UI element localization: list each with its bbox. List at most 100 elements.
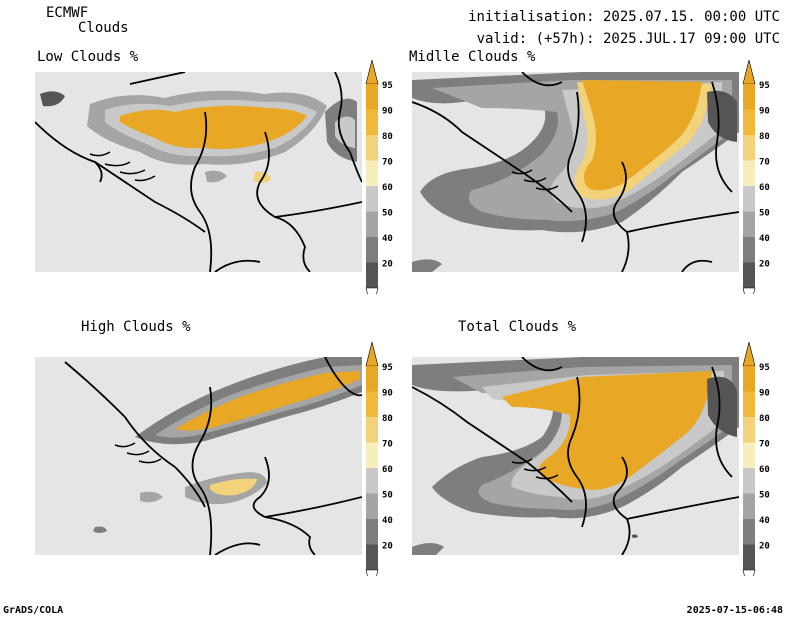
legend-color-box [743,160,755,186]
borders-middle [412,72,739,272]
legend-color-box [366,135,378,161]
legend-color-box [366,417,378,443]
legend-color-box [366,544,378,570]
legend-color-box [743,544,755,570]
map-total-clouds [412,357,739,555]
legend-bottom-arrow [742,569,756,576]
legend-color-box [366,84,378,110]
legend-color-box [743,211,755,237]
legend-level-label: 60 [759,183,770,193]
legend-level-label: 20 [382,260,393,270]
legend-level-label: 20 [382,542,393,552]
legend-level-label: 90 [759,107,770,117]
legend-level-label: 70 [759,440,770,450]
legend-color-box [743,262,755,288]
legend-color-box [366,366,378,392]
legend-level-label: 50 [382,209,393,219]
legend-bottom-arrow [365,569,379,576]
legend-color-box [743,366,755,392]
legend-color-box [366,237,378,263]
panel-title-high: High Clouds % [81,319,191,335]
legend-level-label: 90 [382,389,393,399]
legend-level-label: 40 [759,234,770,244]
initialisation-time: initialisation: 2025.07.15. 00:00 UTC [468,9,780,25]
legend-level-label: 70 [382,440,393,450]
cloud-field-high [93,357,362,533]
legend-color-box [743,186,755,212]
legend-color-box [743,135,755,161]
footer-software-credit: GrADS/COLA [3,605,64,616]
legend-color-box [743,417,755,443]
legend-color-box [366,468,378,494]
model-name: ECMWF [46,5,89,21]
legend-level-label: 95 [382,81,393,91]
coastline-islands-middle [511,169,559,191]
legend-color-box [743,84,755,110]
panel-title-low: Low Clouds % [37,49,139,65]
legend-low-clouds: 95 90 80 70 60 50 40 20 [365,59,393,294]
legend-level-label: 95 [759,81,770,91]
borders-total [412,357,739,555]
legend-level-label: 90 [759,389,770,399]
legend-bottom-arrow [742,287,756,294]
borders-high [64,357,362,555]
legend-level-label: 40 [382,234,393,244]
product-name: Clouds [78,20,129,36]
legend-level-label: 40 [759,516,770,526]
legend-top-arrow [365,59,379,85]
legend-level-label: 50 [759,209,770,219]
map-middle-clouds [412,72,739,272]
legend-color-box [366,262,378,288]
legend-level-label: 20 [759,542,770,552]
header-times: initialisation: 2025.07.15. 00:00 UTC va… [468,6,780,50]
legend-color-box [366,493,378,519]
legend-color-box [743,468,755,494]
borders-low [35,72,362,272]
legend-level-label: 80 [759,132,770,142]
valid-time: valid: (+57h): 2025.JUL.17 09:00 UTC [476,31,780,47]
legend-color-box [366,186,378,212]
legend-bottom-arrow [365,287,379,294]
legend-color-box [743,237,755,263]
coastline-islands-total [511,458,559,480]
legend-top-arrow [742,341,756,367]
legend-level-label: 50 [759,491,770,501]
footer-timestamp: 2025-07-15-06:48 [686,605,783,616]
coastline-islands-low [89,151,156,182]
legend-color-box [366,442,378,468]
legend-color-box [366,109,378,135]
legend-color-box [743,493,755,519]
legend-middle-clouds: 95 90 80 70 60 50 40 20 [742,59,770,294]
cloud-field-total [412,357,739,555]
legend-level-label: 60 [759,465,770,475]
panel-title-middle: Midlle Clouds % [409,49,536,65]
legend-level-label: 80 [759,414,770,424]
legend-color-box [743,519,755,545]
panel-title-total: Total Clouds % [458,319,577,335]
legend-total-clouds: 95 90 80 70 60 50 40 20 [742,341,770,576]
legend-level-label: 80 [382,414,393,424]
legend-level-label: 70 [759,158,770,168]
legend-level-label: 40 [382,516,393,526]
legend-level-label: 60 [382,465,393,475]
legend-color-box [366,160,378,186]
legend-level-label: 90 [382,107,393,117]
legend-color-box [743,442,755,468]
legend-level-label: 50 [382,491,393,501]
legend-top-arrow [365,341,379,367]
coastline-islands-high [114,442,162,464]
legend-color-box [366,391,378,417]
legend-level-label: 95 [382,363,393,373]
legend-color-box [743,391,755,417]
legend-level-label: 20 [759,260,770,270]
map-low-clouds [35,72,362,272]
legend-level-label: 70 [382,158,393,168]
header-model-product: ECMWF Clouds [46,6,129,36]
legend-high-clouds: 95 90 80 70 60 50 40 20 [365,341,393,576]
legend-color-box [743,109,755,135]
cloud-field-middle [412,72,739,272]
legend-level-label: 60 [382,183,393,193]
legend-level-label: 95 [759,363,770,373]
legend-level-label: 80 [382,132,393,142]
map-high-clouds [35,357,362,555]
